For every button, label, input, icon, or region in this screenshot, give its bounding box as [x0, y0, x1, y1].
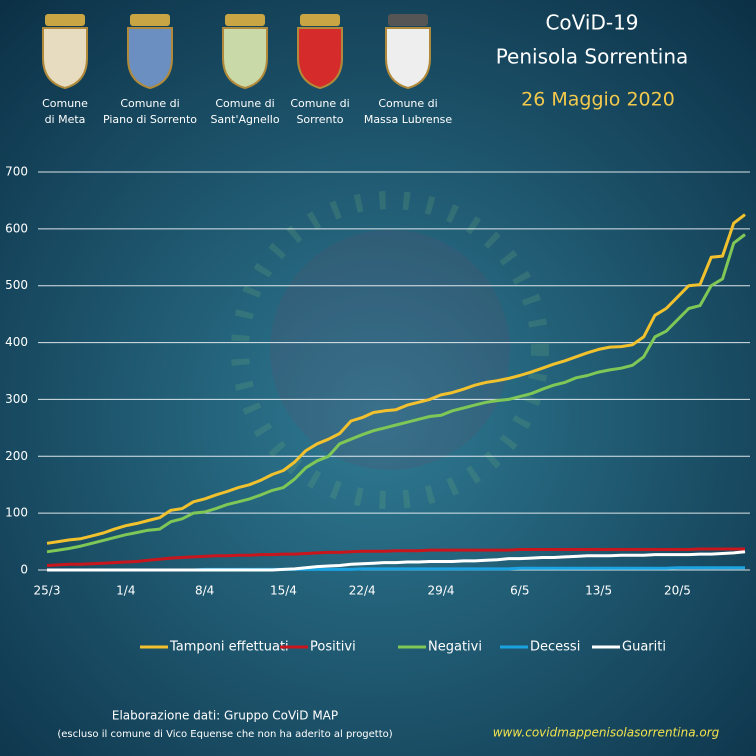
y-tick-label: 600 — [5, 221, 28, 235]
comune-label: Sant'Agnello — [210, 113, 279, 126]
comune-label: Comune di — [120, 97, 179, 110]
coat-of-arms — [222, 27, 268, 90]
crown — [130, 14, 170, 26]
y-tick-label: 200 — [5, 449, 28, 463]
y-tick-label: 400 — [5, 335, 28, 349]
date: 26 Maggio 2020 — [521, 89, 675, 111]
crown — [300, 14, 340, 26]
comune-label: di Meta — [45, 113, 86, 126]
x-tick-label: 22/4 — [349, 584, 376, 598]
credit: Elaborazione dati: Gruppo CoViD MAP — [112, 709, 338, 723]
y-tick-label: 500 — [5, 278, 28, 292]
series-line — [47, 550, 746, 572]
x-tick-label: 13/5 — [585, 584, 612, 598]
title: Penisola Sorrentina — [496, 45, 689, 69]
coat-of-arms — [127, 27, 173, 90]
comune-label: Comune di — [290, 97, 349, 110]
comune-label: Comune di — [215, 97, 274, 110]
comune-label: Piano di Sorrento — [103, 113, 197, 126]
comune-label: Comune di — [378, 97, 437, 110]
x-tick-label: 8/4 — [195, 584, 214, 598]
crown — [45, 14, 85, 26]
title: CoViD-19 — [545, 11, 638, 35]
note: (escluso il comune di Vico Equense che n… — [57, 729, 392, 740]
legend-label: Negativi — [428, 640, 482, 655]
legend-label: Positivi — [310, 640, 356, 655]
series-line — [46, 547, 745, 567]
coat-of-arms — [385, 27, 431, 90]
legend-label: Decessi — [530, 640, 580, 655]
crown — [388, 14, 428, 26]
y-tick-label: 300 — [5, 392, 28, 406]
y-tick-label: 700 — [5, 165, 28, 179]
virus-illustration — [231, 191, 549, 509]
url: www.covidmappenisolasorrentina.org — [493, 726, 720, 740]
legend-label: Guariti — [622, 640, 666, 655]
coat-of-arms — [297, 27, 343, 90]
series-line — [46, 233, 746, 554]
coat-of-arms — [42, 27, 88, 90]
series-line — [46, 213, 746, 545]
x-tick-label: 6/5 — [510, 584, 529, 598]
comune-label: Sorrento — [296, 113, 343, 126]
y-tick-label: 100 — [5, 506, 28, 520]
x-tick-label: 1/4 — [116, 584, 135, 598]
y-tick-label: 0 — [20, 563, 28, 577]
legend-label: Tamponi effettuati — [169, 640, 289, 655]
comune-label: Comune — [42, 97, 88, 110]
crown — [225, 14, 265, 26]
comune-label: Massa Lubrense — [364, 113, 453, 126]
x-tick-label: 25/3 — [34, 584, 61, 598]
x-tick-label: 15/4 — [270, 584, 297, 598]
x-tick-label: 20/5 — [664, 584, 691, 598]
x-tick-label: 29/4 — [428, 584, 455, 598]
